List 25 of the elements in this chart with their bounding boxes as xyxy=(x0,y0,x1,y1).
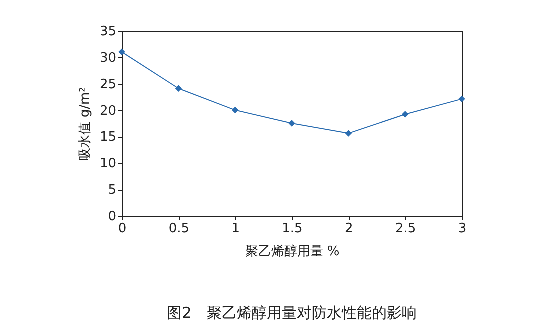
y-tick-label: 30 xyxy=(100,50,116,66)
point xyxy=(402,111,409,118)
x-tick-label: 2.5 xyxy=(395,222,416,236)
x-tick-label: 2 xyxy=(345,222,354,236)
y-tick-label: 35 xyxy=(100,24,116,40)
x-axis-title: 聚乙烯醇用量 % xyxy=(245,244,340,260)
x-tick-label: 3 xyxy=(458,222,467,236)
x-tick-label: 0 xyxy=(118,222,127,236)
y-tick-label: 25 xyxy=(100,77,116,92)
point xyxy=(118,48,126,56)
y-tick-label: 20 xyxy=(100,104,116,119)
point xyxy=(232,106,239,114)
point xyxy=(175,85,182,92)
y-tick-label: 15 xyxy=(100,130,116,146)
x-tick-label: 1.5 xyxy=(282,222,303,236)
x-tick-label: 1 xyxy=(232,222,240,236)
point xyxy=(288,120,296,127)
point xyxy=(345,130,352,137)
y-tick-label: 10 xyxy=(100,156,116,172)
x-tick-label: 0.5 xyxy=(168,222,190,236)
text: 图2 聚乙烯醇用量对防水性能的影响 xyxy=(167,304,417,321)
y-tick-label: 0 xyxy=(108,210,116,224)
y-tick-label: 5 xyxy=(108,183,116,198)
point xyxy=(458,96,466,103)
y-axis-title: 吸水值 g/m² xyxy=(78,87,93,161)
